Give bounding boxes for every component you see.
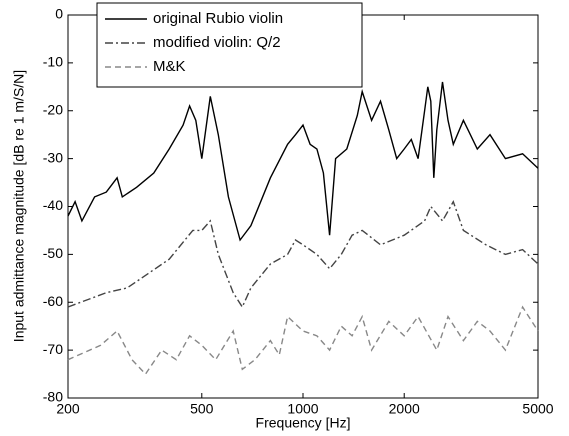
legend-label: original Rubio violin bbox=[153, 10, 283, 27]
y-tick-label: -80 bbox=[43, 389, 63, 405]
y-tick-label: -20 bbox=[43, 101, 63, 117]
x-tick-label: 2000 bbox=[389, 401, 420, 417]
x-axis-label: Frequency [Hz] bbox=[256, 415, 351, 431]
x-tick-label: 200 bbox=[56, 401, 80, 417]
x-tick-label: 1000 bbox=[287, 401, 318, 417]
x-tick-label: 500 bbox=[190, 401, 214, 417]
y-tick-label: -40 bbox=[43, 197, 63, 213]
legend-label: M&K bbox=[153, 58, 186, 75]
y-axis-label: Input admittance magnitude [dB re 1 m/S/… bbox=[11, 70, 27, 342]
series-line bbox=[67, 81, 539, 242]
y-tick-label: -10 bbox=[43, 54, 63, 70]
y-tick-label: -60 bbox=[43, 293, 63, 309]
legend-label: modified violin: Q/2 bbox=[153, 34, 281, 51]
y-tick-label: -30 bbox=[43, 149, 63, 165]
series-line bbox=[67, 200, 539, 309]
y-tick-label: -70 bbox=[43, 341, 63, 357]
y-tick-label: 0 bbox=[55, 6, 63, 22]
legend-box bbox=[96, 2, 363, 88]
x-tick-label: 5000 bbox=[522, 401, 553, 417]
y-tick-label: -50 bbox=[43, 245, 63, 261]
